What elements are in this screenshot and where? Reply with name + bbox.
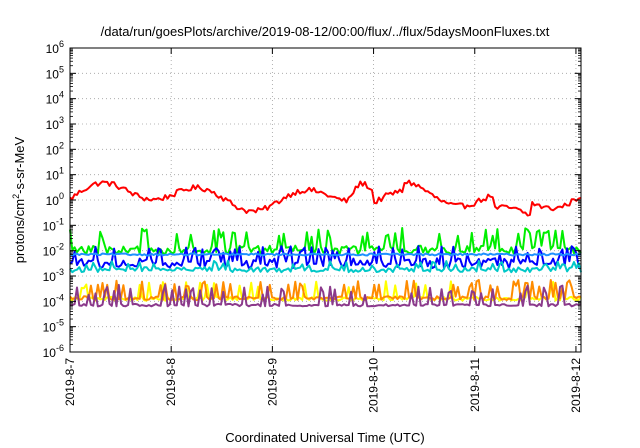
y-tick-exponent: -6 <box>56 343 64 353</box>
y-tick-label: 10-3 <box>43 267 64 284</box>
x-tick-label: 2019-8-9 <box>265 358 279 406</box>
y-tick-base: 10 <box>43 346 57 360</box>
y-tick-base: 10 <box>43 219 57 233</box>
y-tick-base: 10 <box>46 169 60 183</box>
y-tick-label: 106 <box>46 39 64 56</box>
y-tick-label: 103 <box>46 115 64 132</box>
y-tick-exponent: 1 <box>59 166 64 176</box>
chart-title: /data/run/goesPlots/archive/2019-08-12/0… <box>101 24 550 39</box>
series-lines <box>69 179 582 308</box>
series-line-orange <box>69 278 581 302</box>
series-line-blue <box>69 245 582 270</box>
y-tick-base: 10 <box>43 245 57 259</box>
y-tick-base: 10 <box>46 42 60 56</box>
y-tick-base: 10 <box>43 295 57 309</box>
y-tick-base: 10 <box>46 67 60 81</box>
y-axis-title-rest: -s-sr-MeV <box>12 136 27 193</box>
y-tick-base: 10 <box>46 143 60 157</box>
y-tick-label: 104 <box>46 90 64 107</box>
x-tick-label: 2019-8-8 <box>164 358 178 406</box>
y-tick-label: 10-1 <box>43 216 64 233</box>
y-tick-base: 10 <box>46 194 60 208</box>
y-tick-label: 10-2 <box>43 242 64 259</box>
y-tick-label: 102 <box>46 140 64 157</box>
x-axis-title: Coordinated Universal Time (UTC) <box>225 430 424 445</box>
y-tick-exponent: -1 <box>56 216 64 226</box>
series-line-cyan <box>69 259 582 274</box>
x-tick-label: 2019-8-7 <box>63 358 77 406</box>
y-tick-exponent: -5 <box>56 318 64 328</box>
y-axis-title: protons/cm2-s-sr-MeV <box>11 136 27 263</box>
y-tick-exponent: -4 <box>56 292 64 302</box>
y-tick-exponent: 2 <box>59 140 64 150</box>
x-tick-label: 2019-8-11 <box>468 358 482 412</box>
y-tick-base: 10 <box>43 321 57 335</box>
y-tick-exponent: 6 <box>59 39 64 49</box>
y-tick-exponent: -2 <box>56 242 64 252</box>
series-line-purple <box>70 283 582 308</box>
y-tick-exponent: 0 <box>59 191 64 201</box>
y-axis-title-sup: 2 <box>11 194 21 199</box>
y-tick-label: 105 <box>46 64 64 81</box>
y-tick-label: 10-6 <box>43 343 64 360</box>
y-tick-base: 10 <box>46 93 60 107</box>
x-tick-label: 2019-8-12 <box>569 358 583 413</box>
y-tick-label: 101 <box>46 166 64 183</box>
series-line-flat <box>69 252 582 257</box>
y-tick-exponent: 3 <box>59 115 64 125</box>
x-tick-label: 2019-8-10 <box>367 358 381 413</box>
y-tick-label: 10-5 <box>43 318 64 335</box>
y-tick-label: 100 <box>46 191 64 208</box>
y-tick-exponent: 5 <box>59 64 64 74</box>
series-line-red <box>69 179 582 217</box>
y-tick-base: 10 <box>46 118 60 132</box>
y-ticks: 10-610-510-410-310-210-11001011021031041… <box>43 39 581 360</box>
y-tick-label: 10-4 <box>43 292 64 309</box>
y-tick-exponent: -3 <box>56 267 64 277</box>
y-tick-base: 10 <box>43 270 57 284</box>
x-ticks: 2019-8-7 2019-8-8 2019-8-9 2019-8-10 2019-8-… <box>63 48 583 413</box>
y-axis-title-base: protons/cm <box>12 199 27 263</box>
y-tick-exponent: 4 <box>59 90 64 100</box>
